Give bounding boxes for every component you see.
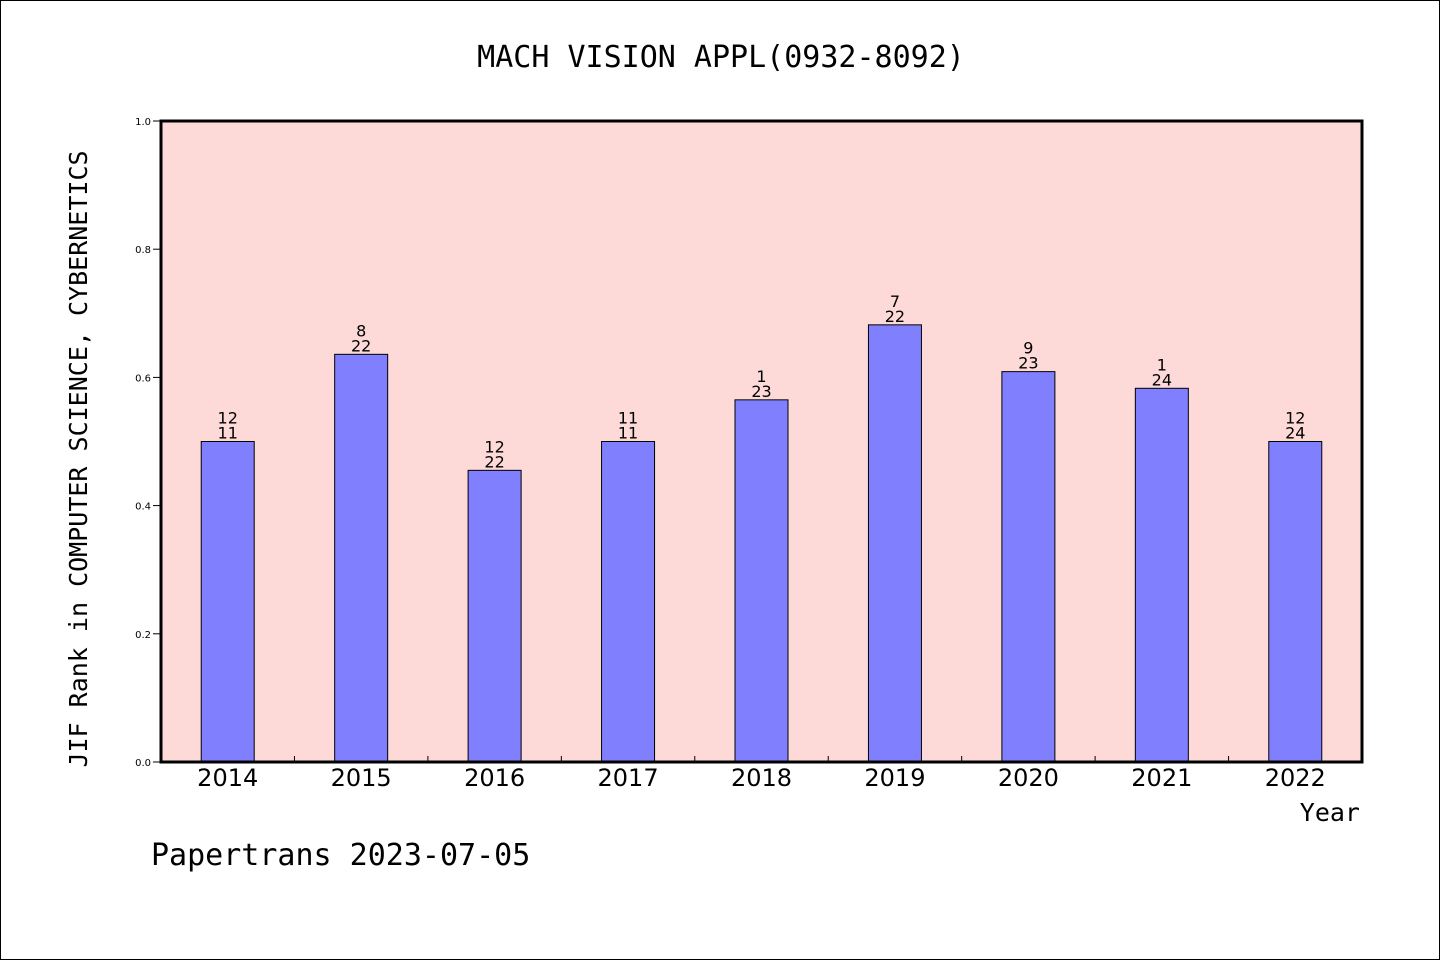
bar-label-total: 23	[751, 382, 771, 401]
bar-label-rank: 1	[756, 367, 766, 386]
x-tick-label: 2014	[197, 764, 258, 792]
bar-label-rank: 9	[1023, 339, 1033, 358]
bar-label-total: 23	[1018, 354, 1038, 373]
y-tick-label: 0.4	[135, 502, 151, 513]
bar-2017	[601, 441, 656, 763]
bar-label-total: 24	[1285, 424, 1305, 443]
bar-2021	[1134, 387, 1189, 763]
footer-credit: Papertrans 2023-07-05	[151, 838, 530, 873]
bar-label-total: 11	[218, 424, 238, 443]
x-tick-label: 2018	[731, 764, 792, 792]
bar-label-rank: 7	[890, 292, 900, 311]
y-tick-label: 0.2	[135, 630, 151, 641]
x-axis-label: Year	[1300, 798, 1360, 827]
bar-2018	[734, 399, 789, 763]
bar-2014	[200, 441, 255, 763]
bar-2022	[1268, 441, 1323, 763]
bar-label-rank: 12	[484, 437, 504, 456]
y-tick-label: 0.8	[135, 245, 151, 256]
x-tick-label: 2022	[1265, 764, 1326, 792]
x-tick-label: 2020	[998, 764, 1059, 792]
bar-label-total: 22	[351, 336, 371, 355]
y-tick-label: 1.0	[135, 117, 151, 128]
bars-layer	[200, 324, 1323, 763]
y-axis-label: JIF Rank in COMPUTER SCIENCE, CYBERNETIC…	[64, 150, 93, 767]
x-tick-label: 2016	[464, 764, 525, 792]
chart-title: MACH VISION APPL(0932-8092)	[477, 40, 965, 75]
x-tick-label: 2021	[1131, 764, 1192, 792]
bar-2015	[334, 353, 389, 763]
x-axis-ticks: 2014 2015 2016 2017 2018 2019 2020 2021 2022	[197, 756, 1326, 792]
bar-label-rank: 12	[1285, 409, 1305, 428]
x-tick-label: 2017	[598, 764, 659, 792]
bar-label-rank: 11	[618, 409, 638, 428]
bar-label-total: 22	[885, 307, 905, 326]
bar-2016	[467, 469, 522, 763]
y-axis-ticks: 0.0 0.2 0.4 0.6 0.8 1.0	[135, 117, 161, 769]
bar-label-rank: 12	[218, 409, 238, 428]
y-tick-label: 0.0	[135, 758, 151, 769]
bar-label-total: 24	[1152, 370, 1172, 389]
bar-2020	[1001, 371, 1056, 763]
y-tick-label: 0.6	[135, 373, 151, 384]
plot-border	[159, 119, 1364, 764]
x-tick-label: 2015	[331, 764, 392, 792]
x-tick-label: 2019	[864, 764, 925, 792]
bar-label-total: 11	[618, 424, 638, 443]
bar-2019	[867, 324, 922, 763]
bar-label-total: 22	[484, 452, 504, 471]
bar-label-rank: 1	[1157, 355, 1167, 374]
bar-label-rank: 8	[356, 321, 366, 340]
